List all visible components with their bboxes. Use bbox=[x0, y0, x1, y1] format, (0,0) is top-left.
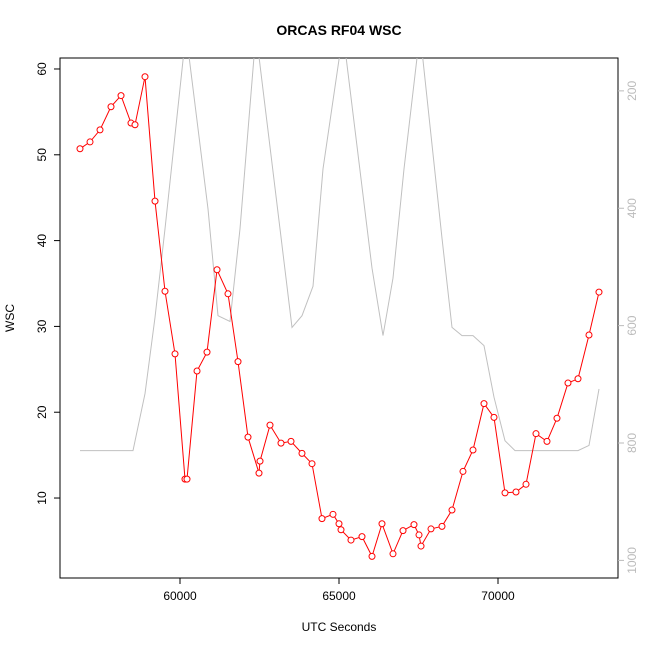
point bbox=[224, 290, 232, 298]
point bbox=[585, 331, 593, 339]
point bbox=[564, 379, 572, 387]
x-tick-label: 65000 bbox=[322, 589, 356, 603]
point bbox=[255, 469, 263, 477]
point bbox=[347, 536, 355, 544]
point bbox=[318, 515, 326, 523]
point bbox=[417, 542, 425, 550]
y2-tick-label: 800 bbox=[625, 433, 639, 453]
point bbox=[358, 533, 366, 541]
point bbox=[378, 520, 386, 528]
y-tick-label: 50 bbox=[35, 148, 49, 162]
y2-tick-label: 600 bbox=[625, 315, 639, 335]
point bbox=[501, 489, 509, 497]
point bbox=[543, 437, 551, 445]
series-line bbox=[79, 76, 600, 558]
point bbox=[448, 506, 456, 514]
point bbox=[469, 446, 477, 454]
point bbox=[595, 288, 603, 296]
y-tick-label: 60 bbox=[35, 62, 49, 76]
point bbox=[287, 437, 295, 445]
plot-area bbox=[76, 58, 603, 560]
point bbox=[298, 449, 306, 457]
point bbox=[522, 480, 530, 488]
point bbox=[480, 400, 488, 408]
point bbox=[329, 510, 337, 518]
point bbox=[234, 358, 242, 366]
point bbox=[553, 414, 561, 422]
point bbox=[244, 433, 252, 441]
point bbox=[335, 520, 343, 528]
point bbox=[86, 138, 94, 146]
point bbox=[183, 475, 191, 483]
y-tick-label: 40 bbox=[35, 234, 49, 248]
y2-tick-label: 200 bbox=[625, 81, 639, 101]
point bbox=[107, 103, 115, 111]
point bbox=[574, 375, 582, 383]
point bbox=[96, 126, 104, 134]
point bbox=[213, 266, 221, 274]
series-line bbox=[80, 58, 600, 452]
point bbox=[427, 525, 435, 533]
y2-tick-label: 1000 bbox=[625, 547, 639, 574]
point bbox=[512, 488, 520, 496]
point bbox=[256, 457, 264, 465]
point bbox=[161, 287, 169, 295]
point bbox=[277, 439, 285, 447]
plot-box bbox=[59, 57, 619, 579]
point bbox=[532, 430, 540, 438]
point bbox=[203, 348, 211, 356]
y-tick-label: 20 bbox=[35, 405, 49, 419]
y-axis-label: WSC bbox=[3, 304, 17, 332]
point bbox=[368, 552, 376, 560]
point bbox=[415, 531, 423, 539]
point bbox=[76, 145, 84, 153]
point bbox=[193, 367, 201, 375]
point bbox=[131, 121, 139, 129]
point bbox=[141, 73, 149, 81]
point bbox=[389, 550, 397, 558]
point bbox=[171, 350, 179, 358]
x-axis-label: UTC Seconds bbox=[302, 620, 377, 634]
point bbox=[438, 522, 446, 530]
x-tick-label: 70000 bbox=[481, 589, 515, 603]
point bbox=[459, 467, 467, 475]
y-tick-label: 30 bbox=[35, 319, 49, 333]
y2-tick-label: 400 bbox=[625, 198, 639, 218]
point bbox=[117, 92, 125, 100]
point bbox=[337, 526, 345, 534]
x-tick-label: 60000 bbox=[163, 589, 197, 603]
point bbox=[490, 413, 498, 421]
y-tick-label: 10 bbox=[35, 491, 49, 505]
point bbox=[410, 521, 418, 529]
point bbox=[266, 421, 274, 429]
point bbox=[308, 460, 316, 468]
point bbox=[151, 197, 159, 205]
chart-title: ORCAS RF04 WSC bbox=[276, 22, 401, 38]
point bbox=[399, 527, 407, 535]
